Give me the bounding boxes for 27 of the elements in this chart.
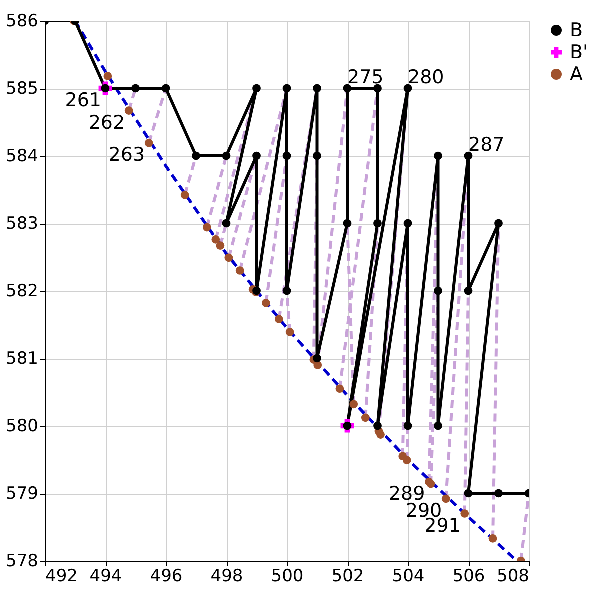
x-tick-label: 492 (46, 566, 78, 586)
x-tick-label: 500 (271, 566, 304, 586)
y-tick-label: 586 (6, 12, 38, 32)
y-tick-label: 583 (6, 214, 38, 234)
annotation: 275 (348, 66, 384, 88)
y-tick-label: 578 (6, 552, 38, 572)
annotation: 287 (468, 134, 505, 156)
y-tick-label: 584 (6, 146, 38, 166)
x-tick-label: 498 (210, 566, 244, 586)
x-tick-label: 502 (332, 566, 364, 586)
y-tick-label: 585 (6, 79, 38, 99)
annotation: 280 (408, 66, 444, 88)
x-tick-label: 506 (452, 566, 486, 586)
y-tick-label: 579 (6, 484, 38, 504)
y-tick-label: 582 (6, 282, 38, 302)
x-tick-label: 508 (497, 566, 530, 586)
y-tick-label: 580 (6, 416, 38, 436)
annotation: 261 (65, 90, 102, 112)
x-tick-label: 494 (90, 566, 122, 586)
x-tick-label: 496 (150, 566, 183, 586)
annotation: 263 (108, 144, 146, 166)
legend-label: A (570, 64, 583, 86)
x-tick-label: 504 (392, 566, 425, 586)
legend-label: B' (570, 42, 588, 64)
annotation: 262 (88, 112, 126, 134)
y-tick-label: 581 (6, 349, 38, 369)
legend-label: B (570, 20, 584, 42)
